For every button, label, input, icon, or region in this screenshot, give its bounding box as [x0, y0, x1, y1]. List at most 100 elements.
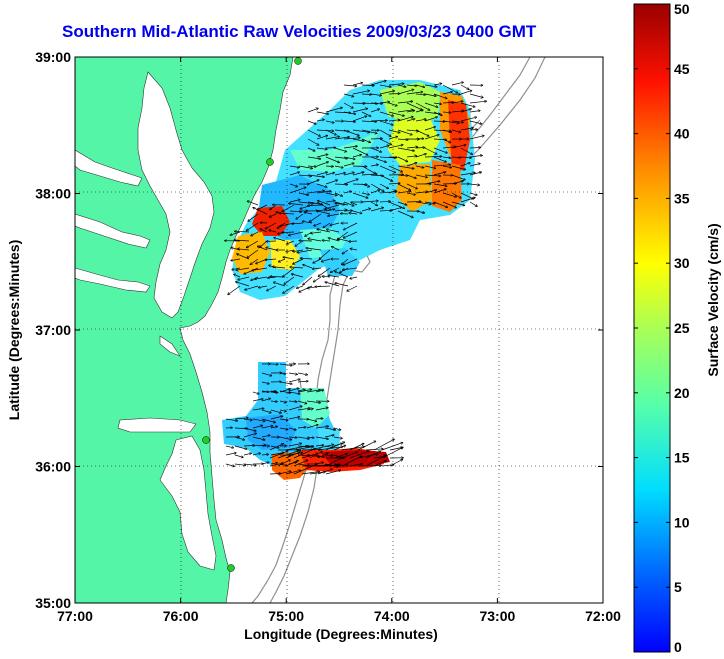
velocity-arrow — [343, 138, 360, 139]
velocity-arrow — [415, 110, 423, 113]
velocity-arrow — [433, 165, 450, 167]
velocity-arrow — [316, 111, 328, 114]
velocity-arrow — [252, 408, 264, 411]
grid-lines — [75, 57, 603, 603]
velocity-arrow — [379, 120, 393, 125]
velocity-arrow — [316, 130, 334, 131]
velocity-arrow — [316, 120, 324, 121]
velocity-arrow — [307, 180, 319, 185]
velocity-arrow — [297, 285, 304, 288]
velocity-arrow — [433, 156, 446, 162]
velocity-arrow — [270, 391, 277, 392]
velocity-arrow — [260, 229, 268, 233]
velocity-arrow — [247, 201, 259, 206]
velocity-arrow — [397, 110, 413, 113]
velocity-arrow — [424, 84, 437, 87]
velocity-arrow — [315, 426, 328, 429]
velocity-arrow — [316, 201, 331, 210]
velocity-arrow — [433, 111, 442, 115]
velocity-arrow — [351, 202, 358, 206]
velocity-arrow — [406, 85, 416, 86]
velocity-arrow — [325, 129, 336, 135]
velocity-arrow — [442, 129, 451, 132]
velocity-arrow — [334, 165, 343, 168]
velocity-arrow — [361, 165, 376, 174]
velocity-arrow — [316, 172, 327, 176]
velocity-arrow — [270, 213, 277, 217]
velocity-arrow — [243, 453, 251, 456]
velocity-arrow — [469, 130, 477, 131]
velocity-arrow — [289, 165, 299, 168]
colorbar-tick-label: 35 — [674, 190, 690, 206]
velocity-arrow — [315, 390, 324, 393]
velocity-arrow — [234, 274, 241, 278]
velocity-arrow — [244, 267, 259, 274]
y-tick-label: 39:00 — [35, 49, 71, 65]
velocity-arrow — [238, 249, 250, 250]
velocity-arrow — [370, 81, 386, 86]
velocity-arrow — [298, 201, 313, 204]
velocity-arrow — [373, 461, 386, 467]
velocity-arrow — [285, 452, 300, 459]
velocity-arrow — [289, 187, 306, 194]
velocity-arrow — [328, 276, 340, 278]
velocity-arrow — [365, 451, 380, 459]
velocity-arrow — [269, 230, 277, 233]
velocity-arrow — [313, 258, 322, 263]
velocity-arrow — [379, 183, 388, 188]
velocity-arrow — [306, 418, 317, 421]
velocity-arrow — [283, 267, 295, 277]
velocity-arrow — [334, 173, 345, 176]
velocity-arrow — [460, 147, 472, 154]
velocity-arrow — [379, 84, 391, 87]
velocity-arrow — [303, 221, 313, 224]
velocity-arrow — [433, 189, 446, 194]
velocity-arrow — [335, 271, 349, 278]
velocity-arrow — [433, 172, 446, 176]
velocity-arrow — [261, 372, 272, 376]
velocity-arrow — [451, 82, 463, 86]
velocity-arrow — [288, 379, 300, 383]
velocity-arrow — [270, 427, 277, 429]
velocity-arrow — [460, 84, 469, 89]
velocity-arrow — [370, 103, 382, 104]
velocity-arrow — [295, 240, 304, 246]
velocity-arrow — [315, 445, 323, 446]
velocity-arrow — [327, 229, 340, 233]
velocity-arrow — [406, 174, 416, 178]
colorbar-ticks: 0 5 10 15 20 25 30 35 40 45 50 — [634, 1, 690, 655]
velocity-arrow — [236, 282, 250, 287]
velocity-arrow — [325, 120, 334, 123]
velocity-arrow — [285, 446, 307, 451]
y-tick-label: 36:00 — [35, 459, 71, 475]
velocity-arrow — [261, 426, 273, 429]
velocity-arrow — [406, 102, 422, 110]
velocity-arrow — [352, 109, 367, 113]
velocity-arrow — [274, 282, 286, 287]
velocity-arrow — [287, 240, 295, 244]
velocity-arrow — [415, 201, 431, 204]
velocity-arrow — [277, 471, 291, 475]
velocity-arrow — [243, 445, 254, 446]
velocity-arrow — [397, 156, 408, 162]
velocity-arrow — [334, 192, 342, 196]
velocity-arrow — [335, 283, 349, 287]
velocity-arrow — [267, 285, 277, 291]
velocity-arrow — [333, 427, 341, 430]
velocity-arrow — [397, 175, 408, 176]
velocity-arrow — [314, 276, 322, 282]
velocity-arrow — [370, 208, 383, 212]
velocity-arrow — [442, 112, 451, 113]
velocity-arrow — [325, 166, 333, 167]
velocity-arrow — [451, 120, 463, 122]
velocity-arrow — [352, 192, 368, 198]
velocity-arrow — [379, 138, 391, 145]
velocity-arrow — [279, 381, 292, 384]
velocity-arrow — [228, 285, 241, 295]
velocity-arrow — [288, 401, 297, 402]
radar-stations — [202, 57, 302, 572]
velocity-arrow — [451, 111, 464, 112]
x-tick-label: 77:00 — [57, 608, 93, 624]
colorbar-tick-label: 5 — [674, 579, 682, 595]
colorbar-tick-label: 30 — [674, 255, 690, 271]
